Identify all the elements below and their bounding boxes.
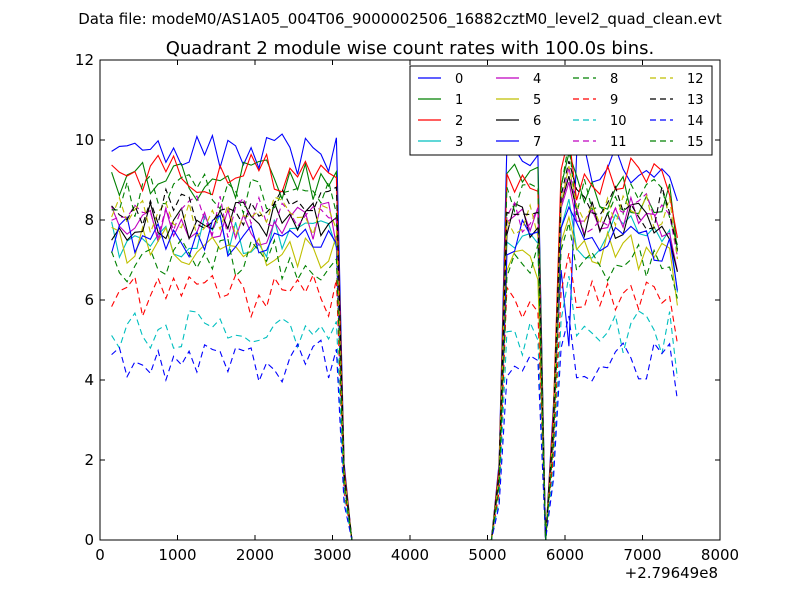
legend-label-3: 3: [455, 135, 463, 150]
series-line-14: [111, 315, 678, 541]
legend-label-0: 0: [455, 72, 463, 87]
legend-label-10: 10: [610, 114, 627, 129]
legend-label-13: 13: [687, 93, 704, 108]
chart-title: Quadrant 2 module wise count rates with …: [166, 38, 655, 59]
x-tick-label: 8000: [701, 546, 739, 564]
y-tick-label: 8: [84, 211, 94, 229]
x-offset-label: +2.79649e8: [625, 564, 718, 582]
y-tick-label: 6: [84, 291, 94, 309]
x-tick-label: 3000: [313, 546, 351, 564]
x-tick-label: 0: [95, 546, 105, 564]
x-tick-label: 7000: [623, 546, 661, 564]
x-tick-label: 4000: [391, 546, 429, 564]
x-tick-label: 6000: [546, 546, 584, 564]
legend-label-6: 6: [533, 114, 541, 129]
x-tick-label: 5000: [468, 546, 506, 564]
legend-label-12: 12: [687, 72, 704, 87]
ticks-layer: 0 1000 2000 3000 4000 5000 6000 7000 80000246810…: [75, 51, 739, 564]
y-tick-label: 2: [84, 451, 94, 469]
legend-label-8: 8: [610, 72, 618, 87]
legend-label-7: 7: [533, 135, 541, 150]
legend-label-14: 14: [687, 114, 704, 129]
series-line-13: [111, 160, 678, 541]
y-tick-label: 4: [84, 371, 94, 389]
legend-label-11: 11: [610, 135, 627, 150]
legend-label-2: 2: [455, 114, 463, 129]
legend-label-4: 4: [533, 72, 541, 87]
y-tick-label: 0: [84, 531, 94, 549]
legend-box: [409, 65, 713, 156]
x-tick-label: 2000: [236, 546, 274, 564]
legend-label-5: 5: [533, 93, 541, 108]
y-tick-label: 10: [75, 131, 94, 149]
legend-label-1: 1: [455, 93, 463, 108]
y-tick-label: 12: [75, 51, 94, 69]
legend-label-9: 9: [610, 93, 618, 108]
x-tick-label: 1000: [158, 546, 196, 564]
legend-label-15: 15: [687, 135, 704, 150]
figure-suptitle: Data file: modeM0/AS1A05_004T06_90000025…: [78, 10, 722, 29]
